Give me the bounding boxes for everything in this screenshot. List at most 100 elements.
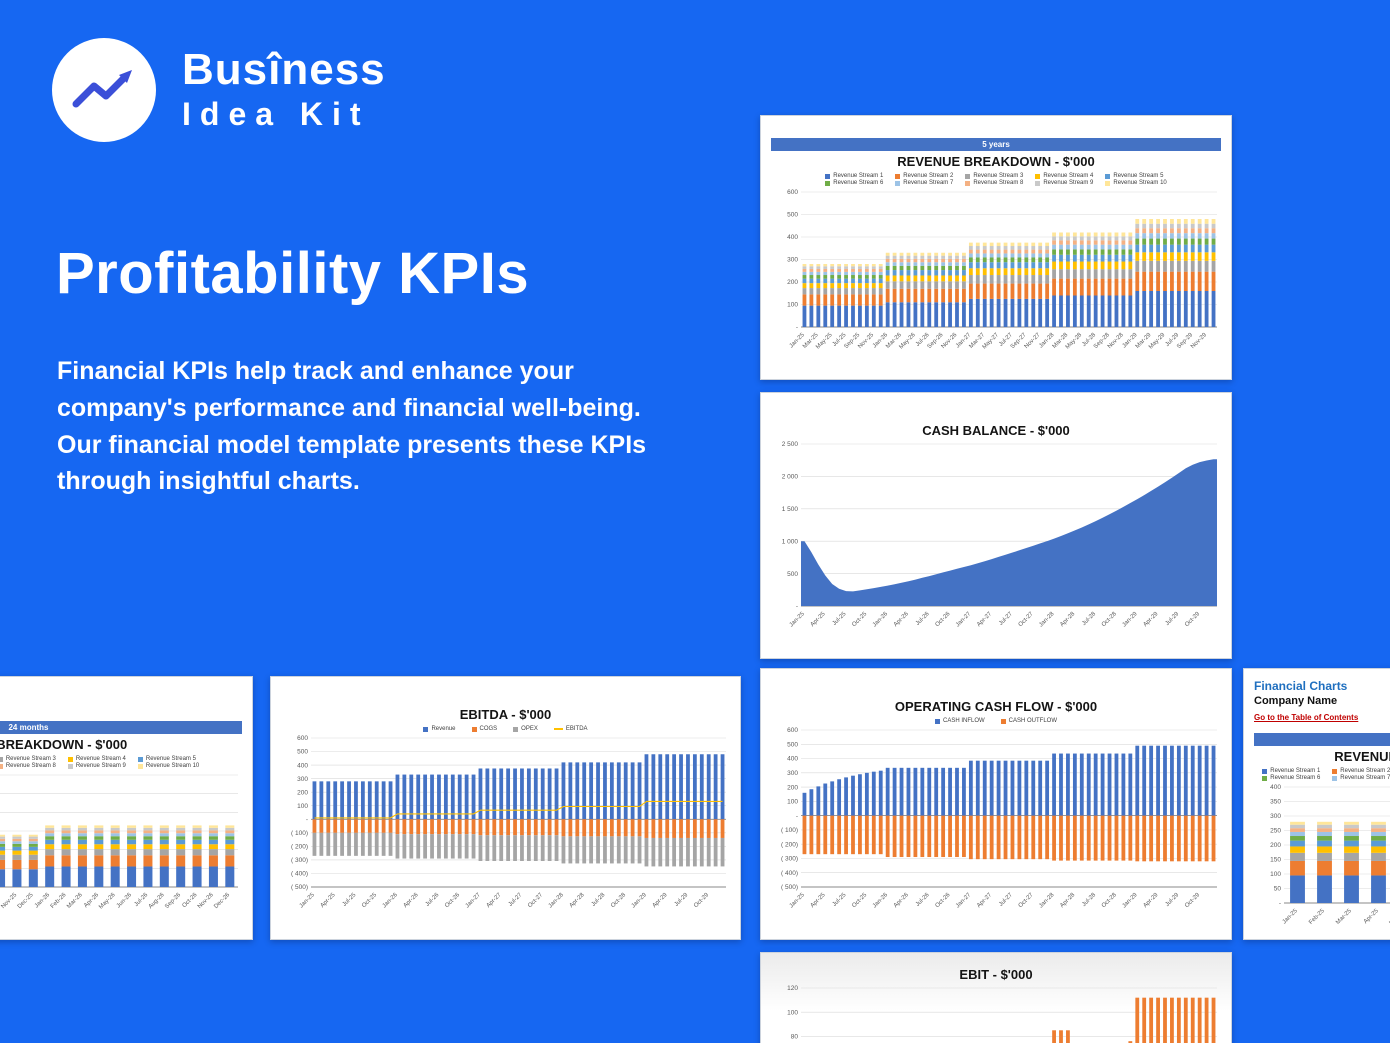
legend-swatch bbox=[825, 180, 831, 186]
svg-text:80: 80 bbox=[791, 1034, 799, 1041]
svg-text:200: 200 bbox=[787, 279, 798, 286]
legend-swatch bbox=[1262, 768, 1268, 774]
svg-text:( 100): ( 100) bbox=[781, 827, 798, 834]
legend-item: Revenue Stream 3 bbox=[965, 173, 1023, 179]
svg-text:Jul-26: Jul-26 bbox=[915, 892, 931, 908]
legend-item: Revenue Stream 1 bbox=[825, 173, 883, 179]
svg-text:600: 600 bbox=[297, 735, 308, 742]
legend-swatch bbox=[1105, 173, 1111, 179]
svg-text:400: 400 bbox=[787, 234, 798, 241]
svg-text:500: 500 bbox=[787, 212, 798, 219]
svg-text:Oct-29: Oct-29 bbox=[1184, 611, 1201, 628]
svg-text:Jan-28: Jan-28 bbox=[548, 892, 566, 910]
legend-label: Revenue Stream 3 bbox=[973, 173, 1024, 179]
legend-item: Revenue Stream 10 bbox=[137, 763, 199, 769]
svg-text:Apr-28: Apr-28 bbox=[1059, 892, 1076, 909]
svg-text:120: 120 bbox=[787, 985, 798, 992]
svg-text:Jan-28: Jan-28 bbox=[1038, 611, 1056, 629]
svg-text:Apr-26: Apr-26 bbox=[403, 892, 420, 909]
legend-item: CASH INFLOW bbox=[934, 718, 985, 724]
legend-swatch bbox=[934, 718, 940, 724]
svg-text:May-28: May-28 bbox=[1065, 332, 1084, 351]
svg-text:Jan-25: Jan-25 bbox=[789, 611, 807, 629]
svg-text:Nov-26: Nov-26 bbox=[197, 892, 215, 910]
svg-text:Apr-26: Apr-26 bbox=[893, 892, 910, 909]
legend-swatch bbox=[1000, 718, 1006, 724]
svg-text:250: 250 bbox=[1270, 828, 1281, 835]
svg-text:2 500: 2 500 bbox=[782, 441, 799, 448]
legend-label: Revenue Stream 6 bbox=[1270, 775, 1321, 781]
revenue-breakdown-24m-chart: 600500400300200100-Jan-25Feb-25Mar-25Apr… bbox=[0, 771, 244, 913]
trend-arrow-icon bbox=[52, 36, 156, 145]
svg-text:Jul-29: Jul-29 bbox=[1165, 892, 1181, 908]
svg-text:Jan-25: Jan-25 bbox=[1282, 908, 1300, 926]
legend-item: Revenue Stream 9 bbox=[1035, 180, 1093, 186]
legend-label: CASH INFLOW bbox=[942, 718, 985, 724]
legend-swatch bbox=[1332, 775, 1338, 781]
revenue-breakdown-5y-chart: 600 500 400 300 200 100- Jan-25 Mar-25 May-25 Jul… bbox=[769, 188, 1223, 353]
legend-item: Revenue bbox=[423, 726, 456, 732]
svg-text:Jul-26: Jul-26 bbox=[915, 611, 931, 627]
legend-label: Revenue Stream 3 bbox=[5, 756, 56, 762]
svg-text:Apr-28: Apr-28 bbox=[1059, 611, 1076, 628]
legend-item: Revenue Stream 5 bbox=[137, 756, 199, 762]
svg-text:Jan-26: Jan-26 bbox=[872, 892, 890, 910]
svg-text:500: 500 bbox=[297, 749, 308, 756]
legend-label: Revenue Stream 8 bbox=[973, 180, 1024, 186]
legend-label: Revenue Stream 4 bbox=[1043, 173, 1094, 179]
legend-item: Revenue Stream 1 bbox=[1262, 768, 1320, 774]
svg-text:Apr-28: Apr-28 bbox=[569, 892, 586, 909]
svg-text:50: 50 bbox=[1274, 886, 1282, 893]
legend-label: Revenue bbox=[431, 726, 456, 732]
svg-text:Apr-25: Apr-25 bbox=[320, 892, 337, 909]
chart-title: REVENUE BREAKDOWN - $'000 bbox=[897, 154, 1095, 169]
svg-text:Apr-25: Apr-25 bbox=[810, 611, 827, 628]
svg-text:Jan-25: Jan-25 bbox=[299, 892, 317, 910]
svg-text:Sep-26: Sep-26 bbox=[164, 892, 182, 910]
svg-text:Jan-29: Jan-29 bbox=[631, 892, 649, 910]
svg-text:Jul-29: Jul-29 bbox=[674, 892, 690, 908]
svg-text:Jul-27: Jul-27 bbox=[998, 611, 1014, 627]
svg-text:( 200): ( 200) bbox=[291, 844, 308, 851]
legend-item: Revenue Stream 6 bbox=[1262, 775, 1320, 781]
legend-label: Revenue Stream 7 bbox=[1340, 775, 1390, 781]
svg-text:350: 350 bbox=[1270, 799, 1281, 806]
legend-label: CASH OUTFLOW bbox=[1008, 718, 1057, 724]
svg-text:Apr-27: Apr-27 bbox=[976, 611, 993, 628]
svg-text:100: 100 bbox=[787, 799, 798, 806]
svg-text:Nov-29: Nov-29 bbox=[1190, 332, 1208, 350]
svg-text:300: 300 bbox=[1270, 813, 1281, 820]
svg-text:Jul-28: Jul-28 bbox=[1081, 892, 1097, 908]
legend-item: Revenue Stream 6 bbox=[825, 180, 883, 186]
legend-label: OPEX bbox=[521, 726, 538, 732]
chart-card-cash-balance: CASH BALANCE - $'000 2 500 2 000 1 500 1 00… bbox=[760, 392, 1232, 659]
svg-text:Apr-29: Apr-29 bbox=[652, 892, 669, 909]
svg-text:200: 200 bbox=[1270, 842, 1281, 849]
svg-text:100: 100 bbox=[787, 1009, 798, 1016]
legend-swatch bbox=[895, 180, 901, 186]
svg-text:-: - bbox=[796, 603, 798, 610]
svg-text:( 300): ( 300) bbox=[781, 856, 798, 863]
legend-swatch bbox=[137, 763, 143, 769]
legend-label: Revenue Stream 5 bbox=[1113, 173, 1164, 179]
svg-text:( 400): ( 400) bbox=[291, 871, 308, 878]
svg-text:May-29: May-29 bbox=[1148, 332, 1167, 351]
svg-text:Feb-25: Feb-25 bbox=[1308, 908, 1326, 926]
legend-swatch bbox=[471, 726, 477, 732]
legend-label: COGS bbox=[479, 726, 498, 732]
legend-swatch bbox=[0, 763, 3, 769]
svg-text:Apr-27: Apr-27 bbox=[486, 892, 503, 909]
svg-text:300: 300 bbox=[787, 257, 798, 264]
svg-text:Dec-26: Dec-26 bbox=[213, 892, 231, 910]
legend-swatch bbox=[1035, 180, 1041, 186]
chart-legend: CASH INFLOW CASH OUTFLOW bbox=[769, 718, 1223, 724]
legend-swatch bbox=[1332, 768, 1338, 774]
table-of-contents-link[interactable]: Go to the Table of Contents bbox=[1254, 713, 1359, 722]
svg-text:Oct-27: Oct-27 bbox=[527, 892, 544, 909]
brand-name-line1: Busîness bbox=[182, 45, 386, 95]
mini-card-heading: Financial Charts bbox=[1254, 679, 1348, 693]
cash-balance-chart: 2 500 2 000 1 500 1 000 500 - Jan-25 Apr-25 Jul-… bbox=[769, 440, 1223, 632]
svg-text:Jan-26: Jan-26 bbox=[34, 892, 52, 910]
